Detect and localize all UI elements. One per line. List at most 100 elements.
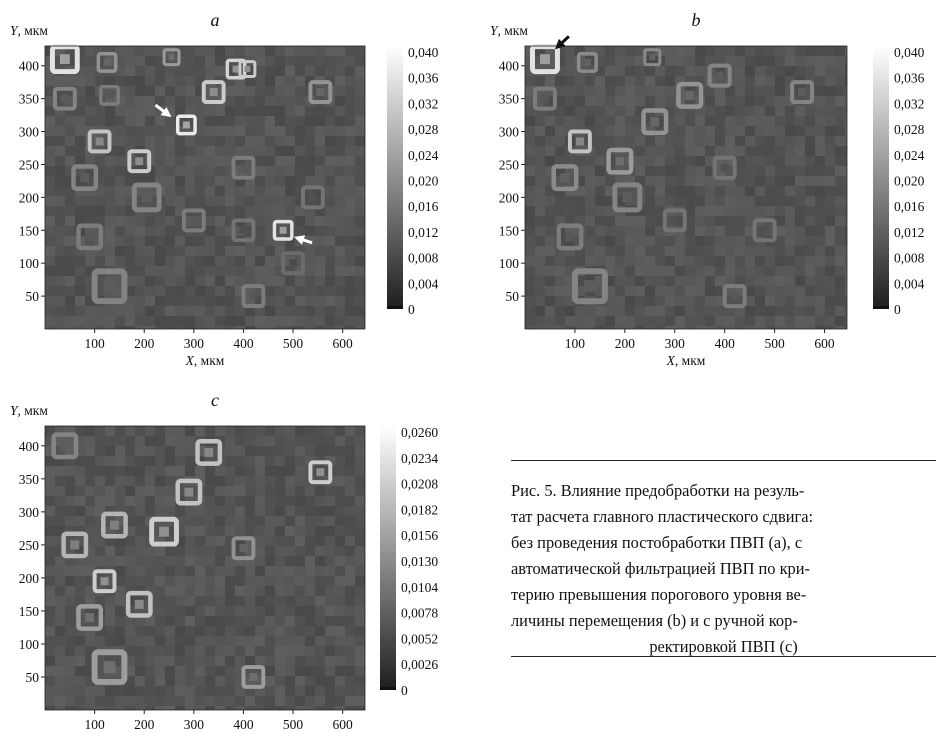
heatmap-cell <box>705 116 715 126</box>
heatmap-cell <box>215 646 225 656</box>
heatmap-cell <box>205 66 215 76</box>
heatmap-cell <box>705 166 715 176</box>
heatmap-feature-core-14 <box>239 163 248 172</box>
heatmap-cell <box>555 176 565 186</box>
heatmap-cell <box>245 316 255 326</box>
heatmap-feature-15 <box>556 223 584 251</box>
heatmap-cell <box>125 656 135 666</box>
heatmap-cell <box>335 486 345 496</box>
heatmap-cell <box>565 306 575 316</box>
heatmap-cell <box>135 546 145 556</box>
heatmap-cell <box>295 136 305 146</box>
heatmap-cell <box>235 46 245 56</box>
caption-line-5: терию превышения порогового уровня ве- <box>511 585 807 604</box>
heatmap-cell <box>615 106 625 116</box>
heatmap-cell <box>155 506 165 516</box>
heatmap-cell <box>55 126 65 136</box>
heatmap-cell <box>235 196 245 206</box>
heatmap-cell <box>775 196 785 206</box>
heatmap-cell <box>205 186 215 196</box>
heatmap-cell <box>45 316 55 326</box>
heatmap-cell <box>235 686 245 696</box>
heatmap-cell <box>75 626 85 636</box>
heatmap-cell <box>175 146 185 156</box>
heatmap-cell <box>205 216 215 226</box>
heatmap-cell <box>145 586 155 596</box>
heatmap-cell <box>165 166 175 176</box>
heatmap-cell <box>305 676 315 686</box>
heatmap-cell <box>665 126 675 136</box>
heatmap-cell <box>735 66 745 76</box>
heatmap-cell <box>335 286 345 296</box>
heatmap-cell <box>285 536 295 546</box>
heatmap-cell <box>275 666 285 676</box>
heatmap-cell <box>325 106 335 116</box>
heatmap-cell <box>565 106 575 116</box>
heatmap-cell <box>175 306 185 316</box>
heatmap-cell <box>285 656 295 666</box>
heatmap-cell <box>845 46 847 56</box>
heatmap-cell <box>165 66 175 76</box>
heatmap-cell <box>535 76 545 86</box>
heatmap-cell <box>215 66 225 76</box>
heatmap-cell <box>805 106 815 116</box>
heatmap-cell <box>155 456 165 466</box>
heatmap-cell <box>785 196 795 206</box>
heatmap-cell <box>575 276 585 286</box>
heatmap-cell <box>615 126 625 136</box>
heatmap-feature-9 <box>175 114 197 136</box>
heatmap-cell <box>185 256 195 266</box>
heatmap-cell <box>285 306 295 316</box>
heatmap-feature-core-5 <box>209 88 218 97</box>
heatmap-feature-core-0 <box>59 54 70 65</box>
heatmap-cell <box>65 176 75 186</box>
heatmap-cell <box>835 46 845 56</box>
heatmap-cell <box>765 226 775 236</box>
heatmap-cell <box>545 126 555 136</box>
heatmap-cell <box>845 286 847 296</box>
heatmap-cell <box>285 96 295 106</box>
heatmap-cell <box>685 326 695 329</box>
heatmap-cell <box>695 276 705 286</box>
heatmap-cell <box>65 156 75 166</box>
panel-label-b: b <box>692 10 701 30</box>
heatmap-cell <box>235 486 245 496</box>
heatmap-cell <box>525 266 535 276</box>
heatmap-cell <box>225 646 235 656</box>
heatmap-cell <box>295 296 305 306</box>
heatmap-cell <box>235 326 245 329</box>
heatmap-cell <box>75 566 85 576</box>
colorbar-tick-label: 0,0234 <box>401 451 438 466</box>
heatmap-cell <box>165 476 175 486</box>
heatmap-cell <box>145 556 155 566</box>
heatmap-cell <box>325 236 335 246</box>
heatmap-cell <box>75 286 85 296</box>
heatmap-cell <box>205 306 215 316</box>
heatmap-cell <box>825 186 835 196</box>
heatmap-cell <box>785 246 795 256</box>
heatmap-cell <box>325 616 335 626</box>
heatmap-cell <box>95 506 105 516</box>
heatmap-cell <box>205 276 215 286</box>
heatmap-cell <box>175 76 185 86</box>
heatmap-cell <box>815 266 825 276</box>
heatmap-feature-core-1 <box>583 58 591 66</box>
colorbar-tick-label: 0,0208 <box>401 477 438 492</box>
heatmap-cell <box>165 606 175 616</box>
heatmap-cell <box>625 96 635 106</box>
heatmap-cell <box>825 276 835 286</box>
heatmap-cell <box>665 176 675 186</box>
colorbar-tick-label: 0,028 <box>894 122 925 137</box>
heatmap-cell <box>355 156 365 166</box>
heatmap-cell <box>355 276 365 286</box>
heatmap-feature-core-8 <box>85 613 95 622</box>
heatmap-cell <box>95 326 105 329</box>
heatmap-cell <box>335 446 345 456</box>
heatmap-cell <box>535 96 545 106</box>
heatmap-cell <box>825 116 835 126</box>
heatmap-cell <box>225 296 235 306</box>
heatmap-cell <box>525 66 535 76</box>
heatmap-cell <box>585 306 595 316</box>
heatmap-cell <box>135 306 145 316</box>
